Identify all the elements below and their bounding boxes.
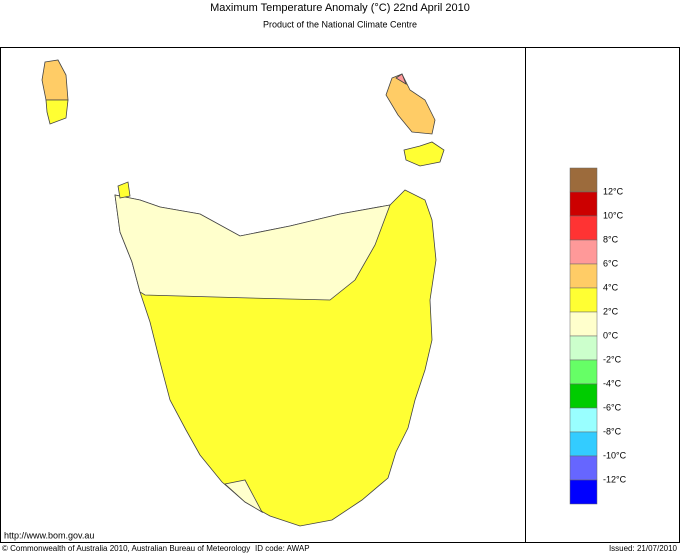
legend-label: 2°C	[603, 306, 619, 316]
legend-swatch	[569, 311, 598, 337]
legend-label: -10°C	[603, 450, 627, 460]
king-island-north	[41, 59, 69, 101]
legend-swatch	[569, 479, 598, 505]
legend-label: -12°C	[603, 474, 627, 484]
legend-swatch	[569, 215, 598, 241]
legend: 12°C 10°C 8°C 6°C 4°C 2°C 0°C -2°C -4°C -6°C -8°C -…	[569, 167, 627, 505]
footer-issued: Issued: 21/07/2010	[609, 544, 678, 553]
footer-url: http://www.bom.gov.au	[4, 530, 94, 540]
flinders-island	[385, 73, 436, 135]
legend-label: 10°C	[603, 210, 624, 220]
legend-swatch	[569, 359, 598, 385]
legend-swatch	[569, 239, 598, 265]
land	[41, 59, 445, 527]
legend-swatch	[569, 455, 598, 481]
robbins-island	[117, 181, 131, 199]
subtitle: Product of the National Climate Centre	[263, 19, 417, 29]
legend-swatch	[569, 407, 598, 433]
king-island-south	[45, 99, 69, 125]
north-band	[114, 194, 391, 301]
flinders-north-tip	[395, 73, 407, 85]
legend-label: 0°C	[603, 330, 619, 340]
legend-label: -4°C	[603, 378, 622, 388]
legend-label: 12°C	[603, 186, 624, 196]
legend-swatch	[569, 191, 598, 217]
legend-label: 8°C	[603, 234, 619, 244]
title: Maximum Temperature Anomaly (°C) 22nd Ap…	[210, 2, 470, 14]
legend-label: 4°C	[603, 282, 619, 292]
legend-swatch	[569, 167, 598, 193]
southwest-band	[224, 479, 264, 514]
legend-frame	[525, 47, 680, 543]
cape-barren-island	[403, 141, 445, 167]
legend-label: 6°C	[603, 258, 619, 268]
legend-swatch	[569, 335, 598, 361]
legend-label: -2°C	[603, 354, 622, 364]
legend-swatch	[569, 263, 598, 289]
legend-swatch	[569, 287, 598, 313]
footer-id-code: ID code: AWAP	[255, 544, 310, 553]
legend-label: -8°C	[603, 426, 622, 436]
legend-swatch	[569, 383, 598, 409]
legend-swatch	[569, 431, 598, 457]
footer-copyright: © Commonwealth of Australia 2010, Austra…	[2, 544, 250, 553]
legend-label: -6°C	[603, 402, 622, 412]
